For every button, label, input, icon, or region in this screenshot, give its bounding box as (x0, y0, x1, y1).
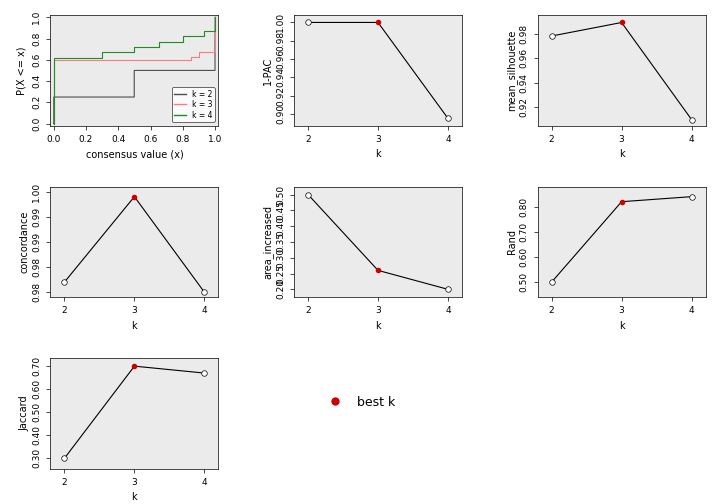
Legend: best k: best k (317, 391, 400, 414)
Y-axis label: Jaccard: Jaccard (19, 396, 30, 431)
Y-axis label: mean_silhouette: mean_silhouette (506, 30, 517, 111)
Y-axis label: area_increased: area_increased (262, 205, 273, 279)
Y-axis label: concordance: concordance (19, 211, 30, 273)
X-axis label: k: k (132, 492, 138, 502)
X-axis label: k: k (375, 321, 381, 331)
Y-axis label: Rand: Rand (507, 229, 517, 255)
Y-axis label: 1-PAC: 1-PAC (264, 56, 273, 85)
X-axis label: consensus value (x): consensus value (x) (86, 149, 184, 159)
X-axis label: k: k (618, 149, 624, 159)
Y-axis label: P(X <= x): P(X <= x) (17, 46, 27, 95)
X-axis label: k: k (132, 321, 138, 331)
X-axis label: k: k (375, 149, 381, 159)
X-axis label: k: k (618, 321, 624, 331)
Legend: k = 2, k = 3, k = 4: k = 2, k = 3, k = 4 (172, 87, 215, 122)
